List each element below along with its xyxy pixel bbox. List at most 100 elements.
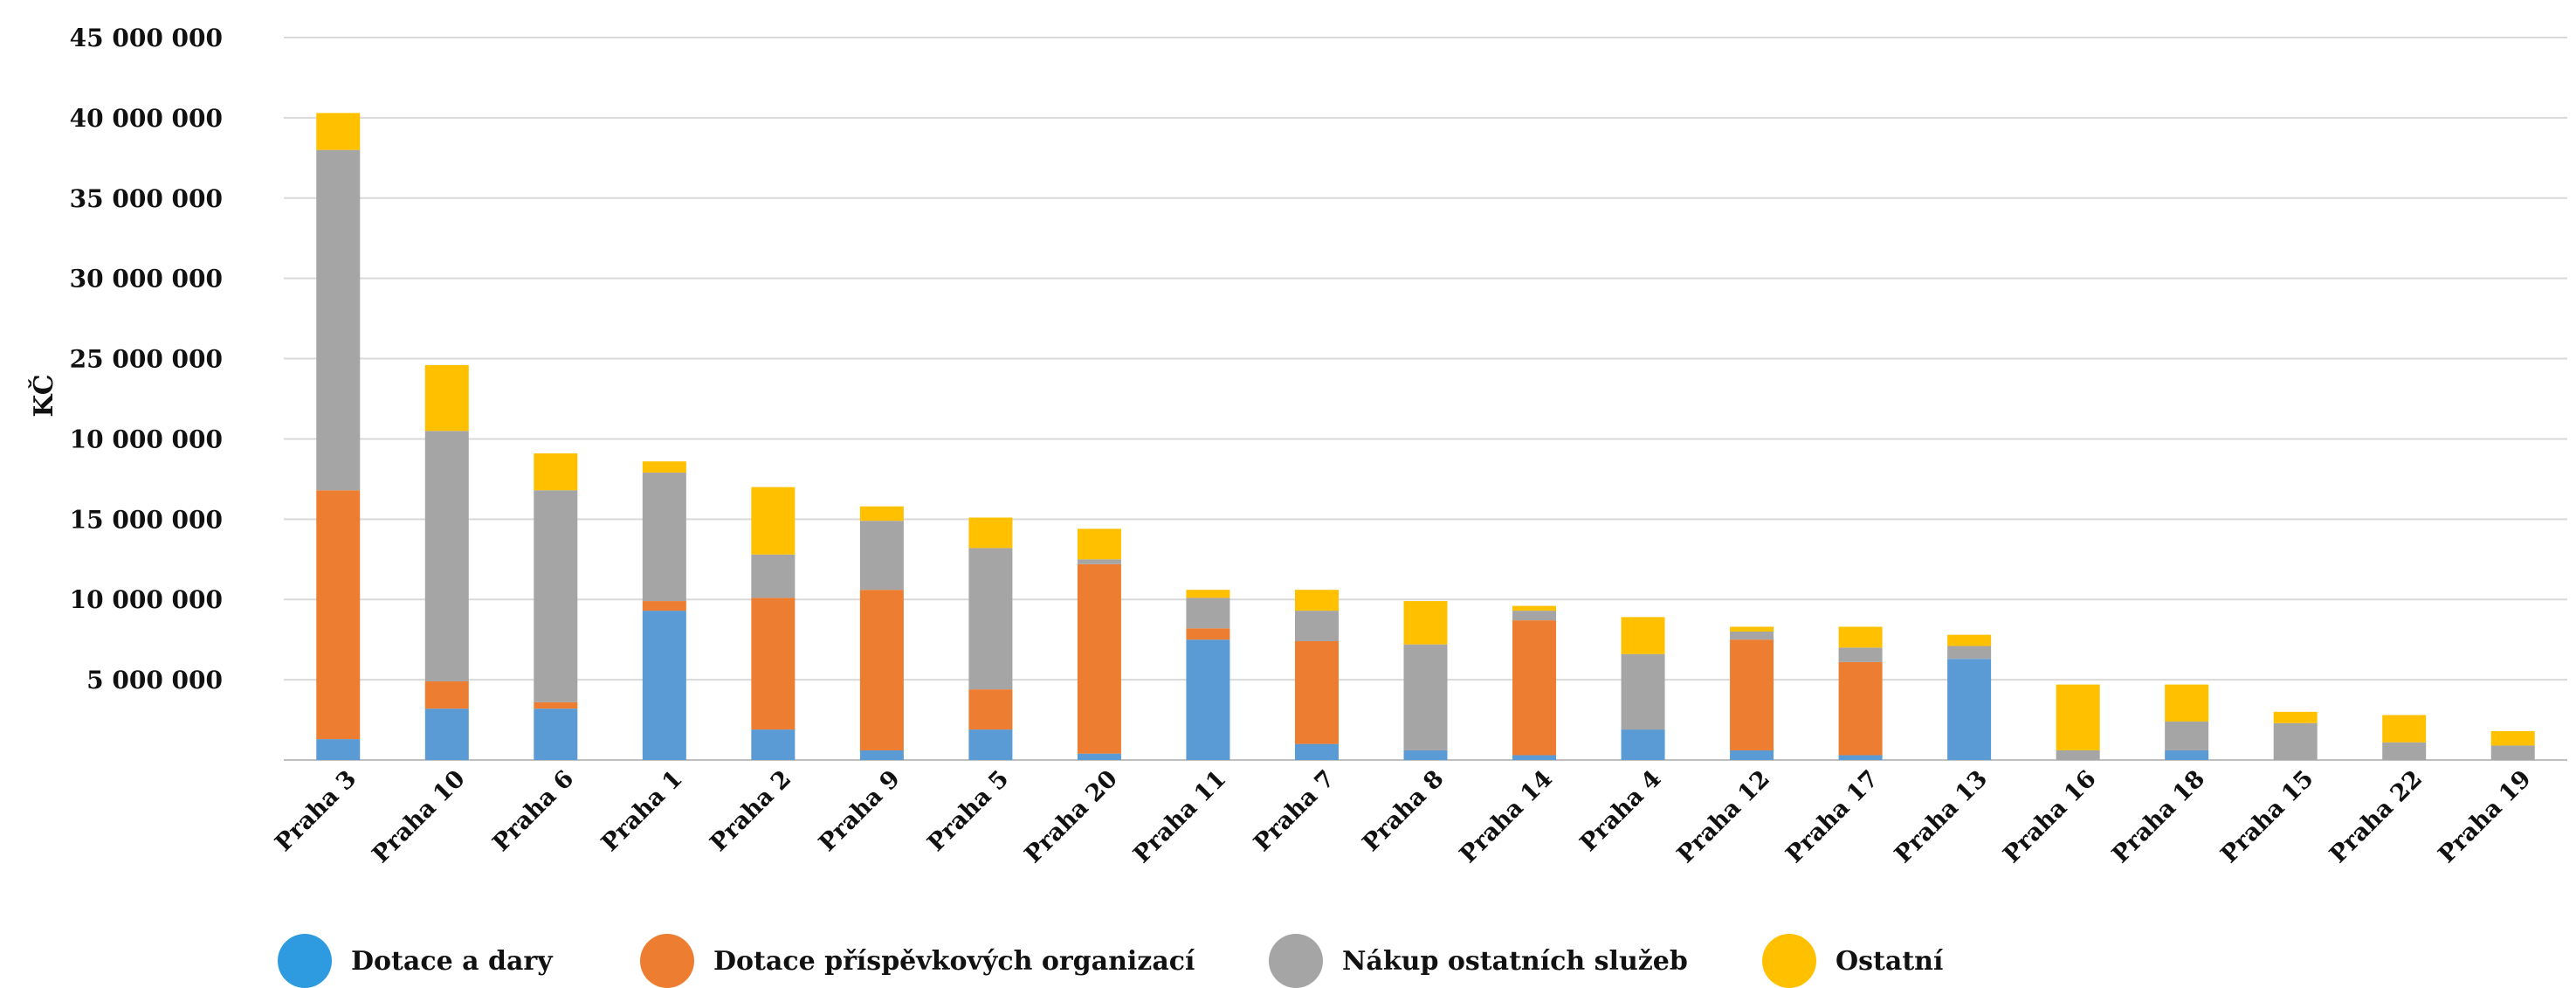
bar-segment (424, 431, 469, 681)
bar-segment (2165, 721, 2209, 750)
y-tick-label: 15 000 000 (70, 505, 223, 534)
bar-segment (1294, 611, 1339, 642)
bar-segment (2490, 745, 2535, 760)
bar-segment (534, 701, 578, 709)
x-tick-label: Praha 22 (2325, 765, 2428, 868)
bar-segment (1186, 598, 1230, 629)
legend-item: Dotace příspěvkových organizací (640, 934, 1195, 988)
legend-swatch (278, 934, 332, 988)
bar-segment (1294, 590, 1339, 611)
x-tick-label: Praha 8 (1358, 765, 1450, 857)
y-tick-label: 30 000 000 (70, 265, 223, 294)
bar-segment (1186, 628, 1230, 640)
x-tick-label: Praha 17 (1780, 765, 1884, 868)
bar-segment (2165, 684, 2209, 722)
bar-segment (1730, 626, 1774, 632)
bar-segment (1186, 639, 1230, 760)
x-tick-label: Praha 12 (1672, 765, 1775, 868)
bar-segment (1838, 626, 1883, 648)
bar-segment (1730, 750, 1774, 760)
bar-segment (2273, 711, 2318, 723)
bar-segment (968, 689, 1013, 730)
x-tick-label: Praha 4 (1575, 765, 1667, 857)
y-tick-label: 25 000 000 (70, 345, 223, 374)
bar-segment (1838, 755, 1883, 760)
stacked-bar-chart: 45 000 000 40 000 000 35 000 000 30 000 000… (28, 24, 2567, 868)
bar-segment (316, 739, 361, 760)
bar-segment (1186, 590, 1230, 598)
bar-segment (424, 708, 469, 760)
bar-segment (424, 364, 469, 432)
legend-label: Nákup ostatních služeb (1342, 945, 1688, 977)
x-tick-label: Praha 6 (487, 765, 579, 857)
x-tick-label: Praha 15 (2215, 765, 2318, 868)
bar-segment (859, 750, 904, 760)
x-tick-label: Praha 1 (596, 765, 688, 857)
bar-segment (534, 490, 578, 702)
bar-segment (1077, 559, 1121, 564)
bar-segment (2056, 750, 2100, 760)
x-tick-label: Praha 18 (2107, 765, 2210, 868)
bar-segment (968, 548, 1013, 690)
x-tick-label: Praha 14 (1455, 765, 1558, 868)
x-tick-label: Praha 19 (2434, 765, 2537, 868)
bar-segment (642, 461, 686, 473)
x-tick-label: Praha 3 (270, 765, 362, 857)
legend-swatch (640, 934, 694, 988)
legend-item: Dotace a dary (278, 934, 553, 988)
bar-segment (2490, 730, 2535, 746)
bar-segment (316, 149, 361, 491)
bar-segment (1947, 634, 1992, 646)
bar-segment (1621, 729, 1665, 760)
bar-segment (316, 113, 361, 150)
y-axis-ticks: 45 000 000 40 000 000 35 000 000 30 000 000… (70, 24, 223, 694)
bar-segment (1838, 661, 1883, 756)
bar-segment (316, 490, 361, 740)
y-axis-label: KČ (28, 374, 59, 417)
x-tick-label: Praha 7 (1249, 765, 1340, 857)
legend-label: Ostatní (1836, 945, 1944, 977)
y-tick-label: 35 000 000 (70, 184, 223, 213)
bar-segment (2165, 750, 2209, 760)
bar-segment (1077, 563, 1121, 754)
bar-segment (1512, 605, 1557, 611)
bar-segment (1512, 611, 1557, 621)
x-tick-label: Praha 9 (814, 765, 906, 857)
x-tick-label: Praha 16 (1998, 765, 2101, 868)
bar-segment (1077, 529, 1121, 560)
x-tick-label: Praha 2 (705, 765, 796, 857)
bar-segment (859, 521, 904, 591)
bar-segment (1512, 755, 1557, 760)
bar-segment (642, 473, 686, 602)
x-tick-label: Praha 13 (1890, 765, 1993, 868)
bar-segment (968, 517, 1013, 549)
bar-segment (1403, 601, 1448, 645)
bar-segment (968, 729, 1013, 760)
bar-segment (2056, 684, 2100, 750)
bar-segment (1294, 641, 1339, 744)
x-tick-label: Praha 20 (1020, 765, 1123, 868)
x-tick-label: Praha 5 (922, 765, 1014, 857)
bar-segment (2382, 742, 2427, 760)
bar-segment (534, 453, 578, 491)
bars (316, 113, 2535, 760)
bar-segment (1947, 659, 1992, 760)
bar-segment (1621, 653, 1665, 730)
bar-segment (1730, 639, 1774, 750)
bar-segment (751, 487, 796, 555)
bar-segment (1294, 743, 1339, 760)
y-tick-label: 5 000 000 (86, 666, 223, 694)
y-tick-label: 45 000 000 (70, 24, 223, 52)
bar-segment (1947, 646, 1992, 660)
bar-segment (751, 729, 796, 760)
legend-label: Dotace a dary (351, 945, 553, 977)
bar-segment (642, 601, 686, 611)
legend-item: Nákup ostatních služeb (1269, 934, 1688, 988)
bar-segment (1403, 644, 1448, 750)
bar-segment (751, 598, 796, 730)
bar-segment (424, 681, 469, 709)
bar-segment (1512, 620, 1557, 756)
bar-segment (859, 590, 904, 750)
bar-segment (2273, 722, 2318, 760)
legend-item: Ostatní (1762, 934, 1944, 988)
